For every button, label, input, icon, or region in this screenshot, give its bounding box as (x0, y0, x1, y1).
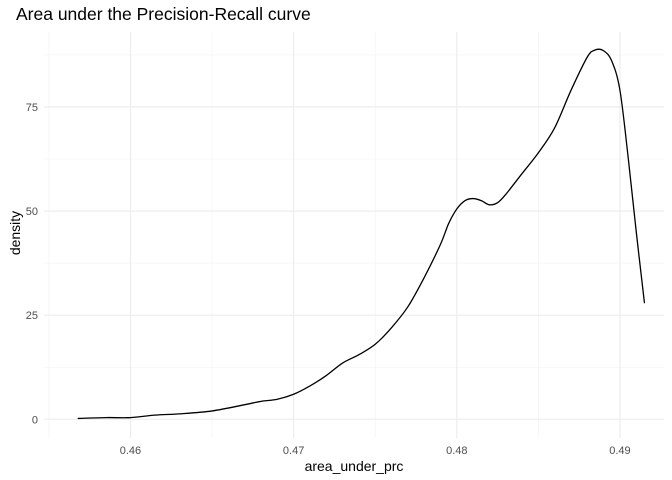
y-tick-label: 25 (26, 310, 38, 322)
y-axis-title: density (7, 211, 23, 255)
x-axis-title: area_under_prc (305, 458, 404, 474)
chart-title: Area under the Precision-Recall curve (16, 4, 311, 24)
y-tick-label: 75 (26, 102, 38, 114)
density-line (77, 48, 646, 420)
grid-lines (44, 32, 664, 438)
x-tick-label: 0.49 (609, 445, 630, 457)
tick-labels: 0.46 0.47 0.48 0.49 0 25 50 75 (26, 102, 631, 457)
x-tick-label: 0.47 (283, 445, 304, 457)
y-tick-label: 50 (26, 206, 38, 218)
y-tick-label: 0 (32, 414, 38, 426)
x-tick-label: 0.46 (120, 445, 141, 457)
x-tick-label: 0.48 (446, 445, 467, 457)
